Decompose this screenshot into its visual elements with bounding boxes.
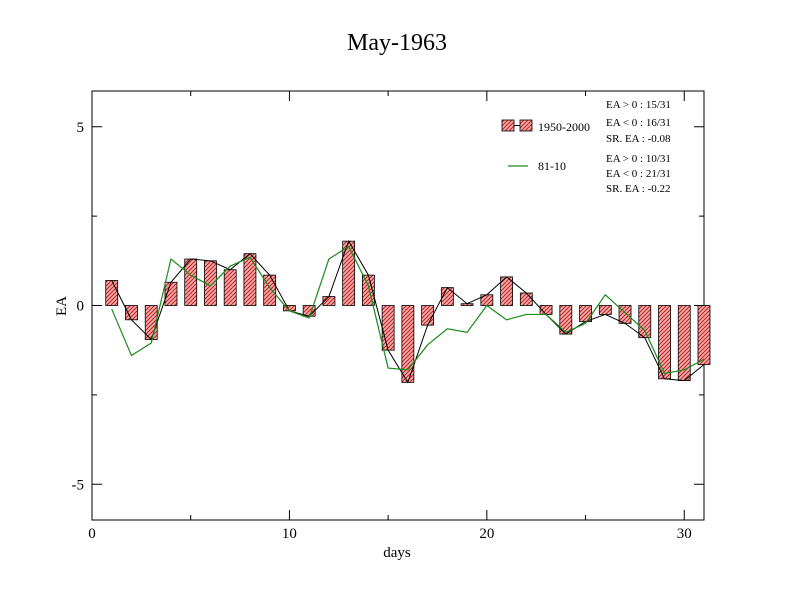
legend-stat-1950-2000-sr: SR. EA : -0.08: [606, 133, 671, 145]
legend-swatch-right: [519, 119, 533, 132]
legend-stat-81-10-pos: EA > 0 : 10/31: [606, 153, 671, 165]
y-tick-label: 5: [77, 120, 85, 136]
bar-day-3: [144, 305, 158, 340]
bar-day-25: [579, 305, 592, 322]
y-tick-label: -5: [72, 477, 85, 493]
bar-day-7: [223, 269, 237, 306]
bar-day-2: [125, 305, 138, 321]
x-tick-label: 20: [479, 526, 494, 542]
x-axis-label: days: [383, 545, 411, 561]
bar-day-15: [381, 305, 395, 351]
legend-stat-81-10-sr: SR. EA : -0.22: [606, 183, 670, 195]
y-axis-label: EA: [54, 296, 70, 316]
y-tick-label: 0: [77, 299, 85, 315]
x-tick-label: 0: [88, 526, 96, 542]
bar-day-8: [243, 253, 257, 306]
bar-day-31: [697, 305, 711, 365]
legend: 1950-2000 81-10 EA > 0 : 15/31 EA < 0 : …: [501, 99, 671, 195]
bar-day-1: [105, 280, 119, 306]
bar-day-26: [598, 305, 612, 315]
line-series-81-10: [111, 245, 705, 375]
bar-day-28: [638, 305, 652, 339]
legend-swatch-left: [501, 119, 515, 132]
bar-day-9: [263, 274, 277, 306]
bars-1950-2000: [105, 240, 711, 383]
x-tick-label: 30: [677, 526, 692, 542]
series-lines: [111, 239, 705, 384]
x-tick-label: 10: [282, 526, 297, 542]
bar-day-17: [421, 305, 435, 326]
bar-day-5: [184, 258, 198, 306]
bar-day-29: [658, 305, 671, 380]
legend-label-1950-2000: 1950-2000: [538, 120, 590, 134]
chart-title: May-1963: [347, 30, 447, 56]
bar-day-22: [519, 292, 533, 306]
legend-stat-1950-2000-pos: EA > 0 : 15/31: [606, 99, 671, 111]
bar-day-13: [342, 240, 356, 306]
legend-stat-81-10-neg: EA < 0 : 21/31: [606, 168, 671, 180]
legend-stat-1950-2000-neg: EA < 0 : 16/31: [606, 117, 671, 129]
line-series-1950-2000: [111, 239, 705, 384]
axis-ticks: 0 10 20 30 -5 0 5: [72, 91, 704, 542]
legend-label-81-10: 81-10: [538, 159, 566, 173]
